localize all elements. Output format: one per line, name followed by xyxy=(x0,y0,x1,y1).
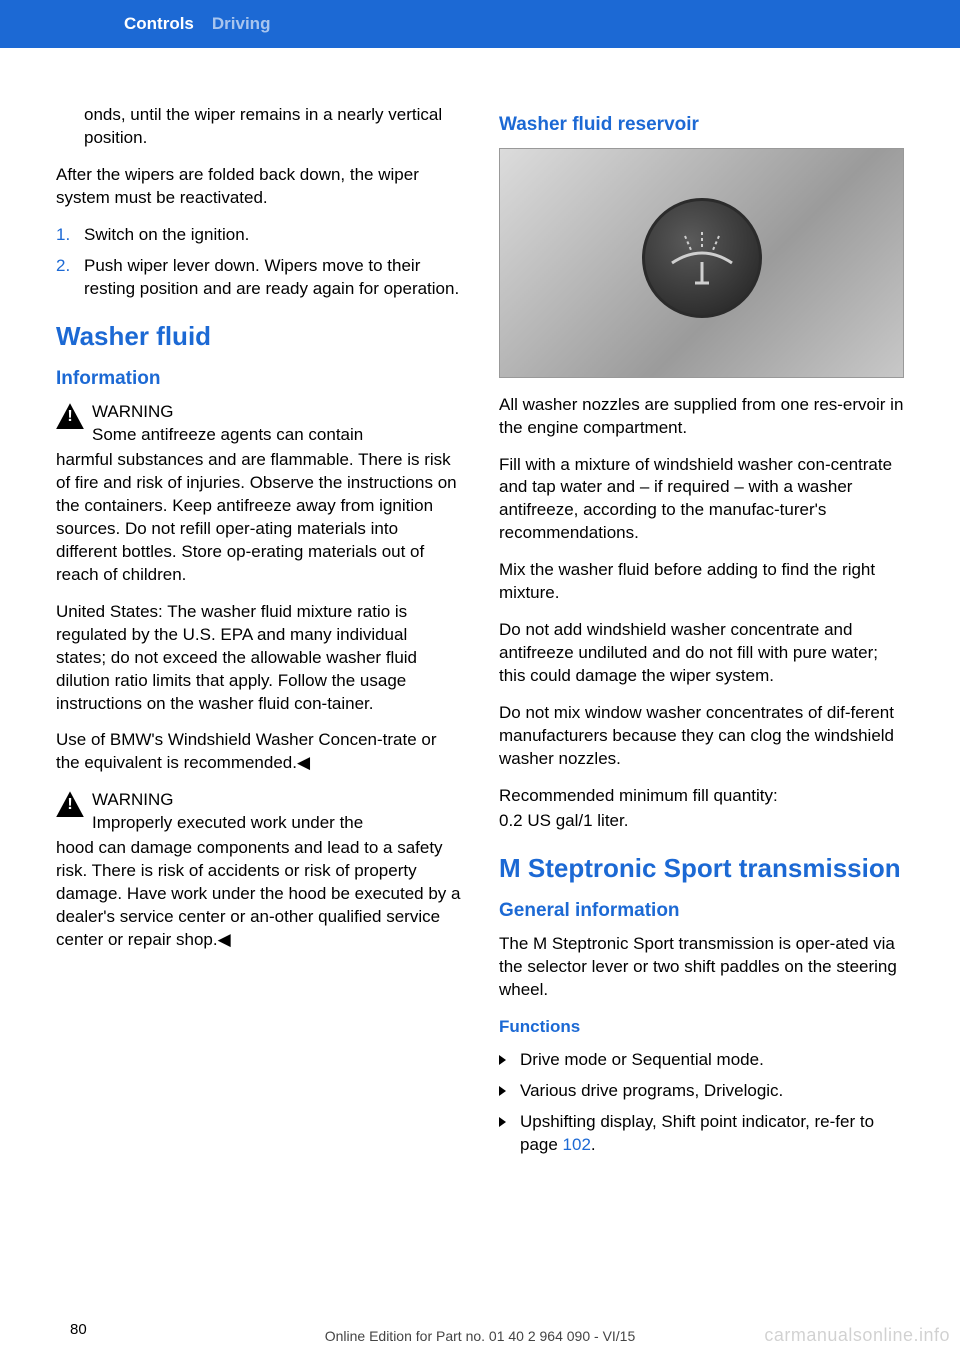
heading-functions: Functions xyxy=(499,1016,904,1039)
step-num: 1. xyxy=(56,224,84,247)
reservoir-figure xyxy=(499,148,904,378)
bmw-recommendation: Use of BMW's Windshield Washer Concen‐tr… xyxy=(56,729,461,775)
reservoir-p1: All washer nozzles are supplied from one… xyxy=(499,394,904,440)
washer-symbol-icon xyxy=(667,228,737,288)
reactivate-steps: 1.Switch on the ignition. 2.Push wiper l… xyxy=(56,224,461,301)
warning-label: WARNING xyxy=(92,401,363,424)
warning-1-header: WARNING Some antifreeze agents can conta… xyxy=(56,401,461,447)
warning-1-firstline: Some antifreeze agents can contain xyxy=(92,424,363,447)
reservoir-p3: Mix the washer fluid before adding to fi… xyxy=(499,559,904,605)
warning-1-body: harmful substances and are flammable. Th… xyxy=(56,449,461,587)
page-body: onds, until the wiper remains in a nearl… xyxy=(0,48,960,1167)
header-section: Driving xyxy=(212,14,271,34)
us-note: United States: The washer fluid mixture … xyxy=(56,601,461,716)
heading-general-info: General information xyxy=(499,898,904,924)
header-bar: Controls Driving xyxy=(0,0,960,48)
warning-2-body: hood can damage components and lead to a… xyxy=(56,837,461,952)
reservoir-p6a: Recommended minimum fill quantity: xyxy=(499,785,904,808)
continuation-text: onds, until the wiper remains in a nearl… xyxy=(84,104,461,150)
step-text: Switch on the ignition. xyxy=(84,224,249,247)
right-column: Washer fluid reservoir All washer nozzle… xyxy=(499,104,904,1167)
warning-icon xyxy=(56,403,84,429)
warning-2-firstline: Improperly executed work under the xyxy=(92,812,363,835)
reservoir-p4: Do not add windshield washer concentrate… xyxy=(499,619,904,688)
step-1: 1.Switch on the ignition. xyxy=(56,224,461,247)
reservoir-cap-icon xyxy=(642,198,762,318)
reservoir-p6b: 0.2 US gal/1 liter. xyxy=(499,810,904,833)
triangle-bullet-icon xyxy=(499,1055,506,1065)
heading-information: Information xyxy=(56,366,461,392)
header-controls: Controls xyxy=(124,14,194,34)
bullet-text: Various drive programs, Drivelogic. xyxy=(520,1080,783,1103)
functions-list: Drive mode or Sequential mode. Various d… xyxy=(499,1049,904,1157)
step-num: 2. xyxy=(56,255,84,301)
list-item: Various drive programs, Drivelogic. xyxy=(499,1080,904,1103)
bullet-text: Upshifting display, Shift point indicato… xyxy=(520,1111,904,1157)
warning-2-top: WARNING Improperly executed work under t… xyxy=(92,789,363,835)
triangle-bullet-icon xyxy=(499,1086,506,1096)
warning-2-header: WARNING Improperly executed work under t… xyxy=(56,789,461,835)
list-item: Upshifting display, Shift point indicato… xyxy=(499,1111,904,1157)
heading-washer-fluid: Washer fluid xyxy=(56,319,461,354)
step-text: Push wiper lever down. Wipers move to th… xyxy=(84,255,461,301)
general-info-body: The M Steptronic Sport transmission is o… xyxy=(499,933,904,1002)
bullet-text-b: . xyxy=(591,1135,596,1154)
bullet-text: Drive mode or Sequential mode. xyxy=(520,1049,764,1072)
step-2: 2.Push wiper lever down. Wipers move to … xyxy=(56,255,461,301)
warning-icon xyxy=(56,791,84,817)
afterwipers-text: After the wipers are folded back down, t… xyxy=(56,164,461,210)
page-link[interactable]: 102 xyxy=(563,1135,591,1154)
page-number: 80 xyxy=(70,1321,87,1338)
warning-1-top: WARNING Some antifreeze agents can conta… xyxy=(92,401,363,447)
list-item: Drive mode or Sequential mode. xyxy=(499,1049,904,1072)
heading-reservoir: Washer fluid reservoir xyxy=(499,112,904,138)
watermark: carmanualsonline.info xyxy=(764,1325,950,1346)
warning-label: WARNING xyxy=(92,789,363,812)
reservoir-p5: Do not mix window washer concentrates of… xyxy=(499,702,904,771)
triangle-bullet-icon xyxy=(499,1117,506,1127)
heading-msteptronic: M Steptronic Sport transmission xyxy=(499,851,904,886)
left-column: onds, until the wiper remains in a nearl… xyxy=(56,104,461,1167)
reservoir-p2: Fill with a mixture of windshield washer… xyxy=(499,454,904,546)
